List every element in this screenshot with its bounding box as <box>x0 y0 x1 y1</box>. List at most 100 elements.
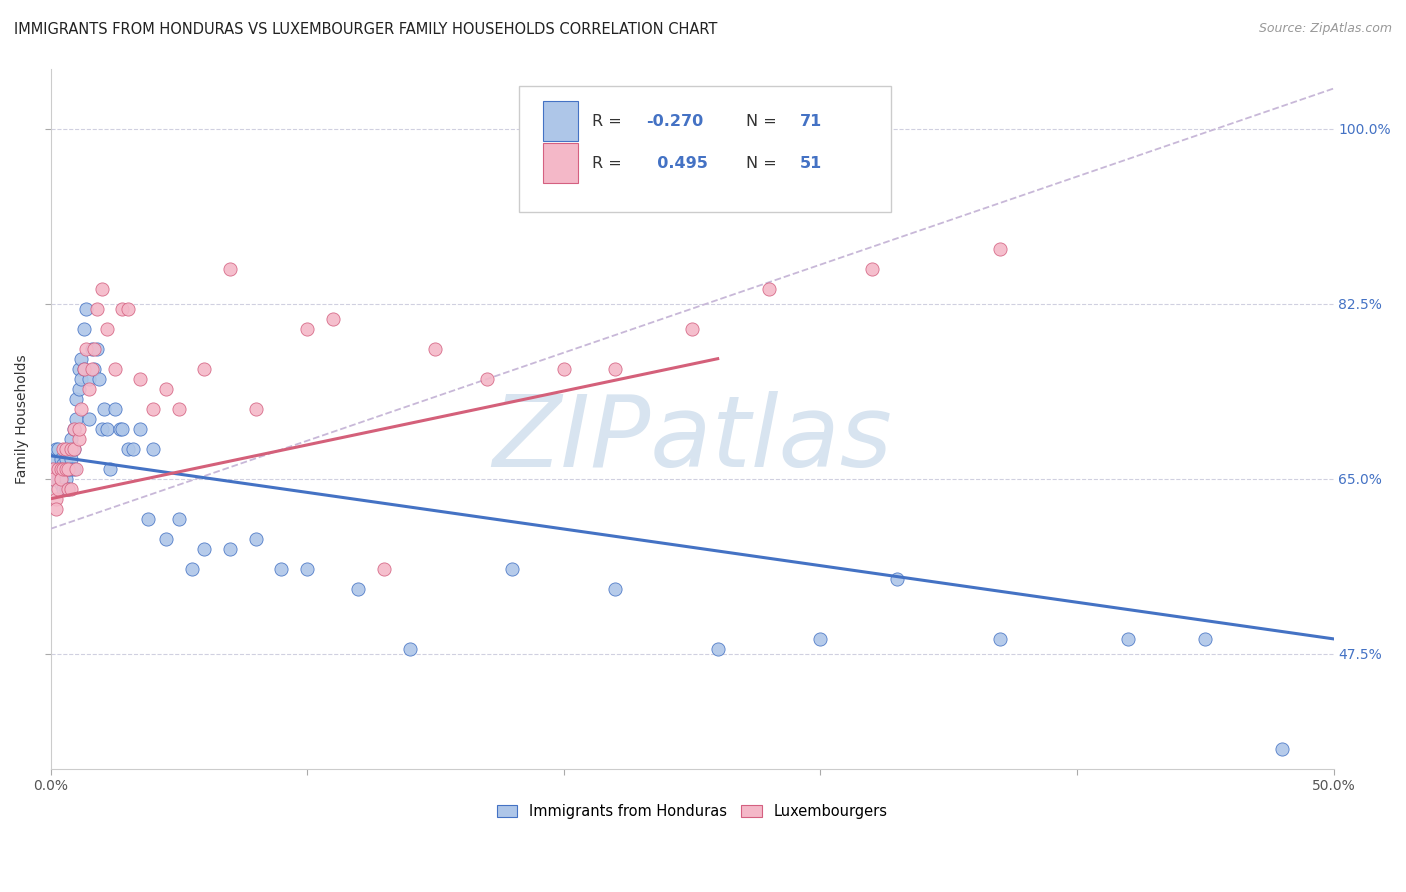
Point <box>425 342 447 356</box>
Y-axis label: Family Households: Family Households <box>15 354 30 483</box>
Point <box>52 462 75 476</box>
Text: 51: 51 <box>800 155 823 170</box>
Point <box>758 282 780 296</box>
Point <box>142 401 165 416</box>
Text: R =: R = <box>592 155 627 170</box>
Point <box>62 442 84 456</box>
Point <box>45 491 67 506</box>
Point <box>49 462 72 476</box>
FancyBboxPatch shape <box>543 101 578 141</box>
Point <box>89 372 111 386</box>
Point <box>55 462 77 476</box>
Text: 0.495: 0.495 <box>645 155 707 170</box>
Point <box>49 472 72 486</box>
Point <box>155 382 177 396</box>
Point <box>58 442 80 456</box>
Point <box>1116 632 1139 646</box>
Point <box>245 532 267 546</box>
Point <box>98 462 121 476</box>
Point <box>83 342 105 356</box>
Point <box>75 301 97 316</box>
Point <box>501 562 523 576</box>
Point <box>42 472 65 486</box>
Point <box>96 422 118 436</box>
Point <box>96 321 118 335</box>
Point <box>80 361 103 376</box>
Point <box>681 321 703 335</box>
Point <box>55 482 77 496</box>
Point <box>90 422 112 436</box>
Point <box>46 462 69 476</box>
Point <box>65 411 87 425</box>
Text: Source: ZipAtlas.com: Source: ZipAtlas.com <box>1258 22 1392 36</box>
Point <box>70 372 93 386</box>
Point <box>67 361 90 376</box>
Point <box>70 351 93 366</box>
Point <box>60 462 83 476</box>
Point <box>60 442 83 456</box>
Point <box>60 432 83 446</box>
Point <box>129 422 152 436</box>
Point <box>42 462 65 476</box>
Point <box>219 261 242 276</box>
Text: N =: N = <box>747 155 782 170</box>
Text: ZIPatlas: ZIPatlas <box>492 392 891 488</box>
Point <box>603 582 626 596</box>
Point <box>553 361 575 376</box>
Point <box>77 411 100 425</box>
Point <box>193 541 215 556</box>
Point <box>347 582 370 596</box>
FancyBboxPatch shape <box>543 143 578 183</box>
Point <box>67 422 90 436</box>
Point <box>295 321 318 335</box>
Point <box>1271 742 1294 756</box>
Point <box>104 401 127 416</box>
Point <box>55 451 77 466</box>
Point <box>219 541 242 556</box>
Point <box>60 451 83 466</box>
Point <box>52 457 75 471</box>
Point <box>60 482 83 496</box>
Point <box>808 632 831 646</box>
Point <box>77 382 100 396</box>
Point <box>245 401 267 416</box>
Point <box>988 242 1011 256</box>
Point <box>67 382 90 396</box>
Point <box>77 372 100 386</box>
Point <box>65 462 87 476</box>
Point <box>46 472 69 486</box>
Point <box>65 392 87 406</box>
Point <box>121 442 143 456</box>
Point <box>73 361 96 376</box>
Text: 71: 71 <box>800 113 823 128</box>
Point <box>155 532 177 546</box>
Point <box>46 442 69 456</box>
Point <box>295 562 318 576</box>
Point <box>42 462 65 476</box>
Point <box>988 632 1011 646</box>
Point <box>52 482 75 496</box>
Point <box>49 476 72 491</box>
Point <box>45 451 67 466</box>
Point <box>75 342 97 356</box>
Point <box>49 451 72 466</box>
Point <box>58 482 80 496</box>
Point <box>1194 632 1216 646</box>
Point <box>80 342 103 356</box>
Point <box>49 467 72 481</box>
Point <box>603 361 626 376</box>
Point <box>270 562 292 576</box>
Point <box>42 472 65 486</box>
Legend: Immigrants from Honduras, Luxembourgers: Immigrants from Honduras, Luxembourgers <box>491 798 893 825</box>
Point <box>73 361 96 376</box>
Point <box>86 342 108 356</box>
Point <box>52 467 75 481</box>
Point <box>45 501 67 516</box>
Point <box>62 442 84 456</box>
Point <box>475 372 498 386</box>
Point <box>104 361 127 376</box>
Point <box>886 572 908 586</box>
Point <box>46 482 69 496</box>
Point <box>142 442 165 456</box>
Point <box>93 401 115 416</box>
